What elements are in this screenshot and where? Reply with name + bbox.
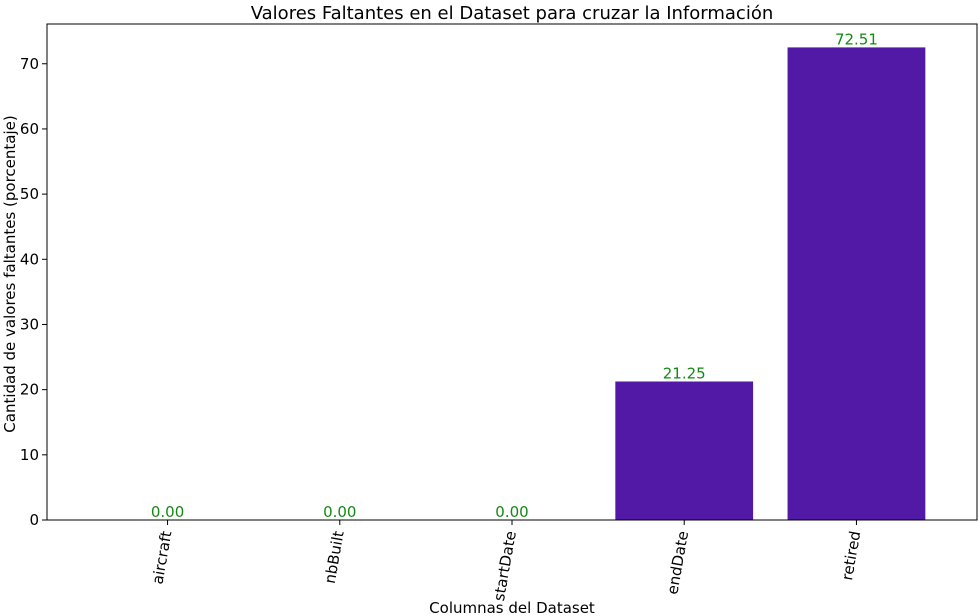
- data-label-retired: 72.51: [835, 30, 878, 48]
- bar-retired: [787, 47, 926, 521]
- y-tick-label: 60: [20, 120, 39, 138]
- chart-title: Valores Faltantes en el Dataset para cru…: [251, 3, 774, 24]
- y-tick-label: 30: [20, 315, 39, 333]
- x-axis-label: Columnas del Dataset: [429, 599, 595, 616]
- data-label-startDate: 0.00: [495, 503, 528, 521]
- y-tick-label: 10: [20, 446, 39, 464]
- x-tick-label-aircraft: aircraft: [148, 529, 175, 585]
- y-axis: 0 10 20 30 40 50 60 70: [20, 55, 47, 529]
- data-labels: 0.00 0.00 0.00 21.25 72.51: [151, 30, 878, 521]
- data-label-nbBuilt: 0.00: [323, 503, 356, 521]
- bar-endDate: [615, 381, 754, 520]
- y-axis-label: Cantidad de valores faltantes (porcentaj…: [1, 115, 19, 432]
- y-tick-label: 70: [20, 55, 39, 73]
- plot-frame: [46, 23, 978, 521]
- data-label-aircraft: 0.00: [151, 503, 184, 521]
- x-tick-label-startDate: startDate: [490, 530, 520, 603]
- y-tick-label: 40: [20, 250, 39, 268]
- x-axis: aircraft nbBuilt startDate endDate retired: [148, 520, 864, 602]
- x-tick-label-endDate: endDate: [663, 530, 692, 596]
- data-label-endDate: 21.25: [663, 364, 706, 382]
- y-tick-label: 0: [29, 511, 39, 529]
- x-tick-label-nbBuilt: nbBuilt: [321, 529, 348, 584]
- y-tick-label: 20: [20, 381, 39, 399]
- x-tick-label-retired: retired: [838, 530, 864, 582]
- bars: [615, 47, 926, 521]
- y-tick-label: 50: [20, 185, 39, 203]
